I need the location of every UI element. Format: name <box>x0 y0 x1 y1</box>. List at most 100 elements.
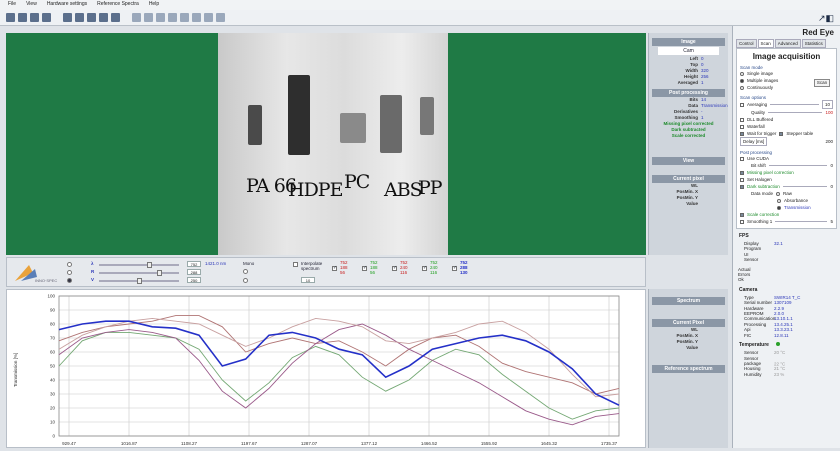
waterfall-row[interactable]: Waterfall <box>740 123 833 130</box>
r-value[interactable]: 288 <box>187 269 201 275</box>
toolbar-close-icon[interactable] <box>204 13 213 22</box>
menu-reference-spectra[interactable]: Reference Spectra <box>97 1 139 7</box>
smoothing-value[interactable]: 5 <box>830 219 833 224</box>
view-header[interactable]: View <box>652 157 725 165</box>
band-checkbox-1[interactable] <box>332 265 337 271</box>
radio-band-3[interactable] <box>67 278 72 283</box>
lambda-slider[interactable] <box>99 264 179 266</box>
band-checkbox-2[interactable] <box>362 265 367 271</box>
scale-correction-row[interactable]: Scale correction <box>740 211 833 218</box>
toolbar-zoom-in-icon[interactable] <box>132 13 141 22</box>
toolbar-crop-icon[interactable] <box>192 13 201 22</box>
image-mode[interactable]: Cam <box>658 47 719 55</box>
toolbar-copy-icon[interactable] <box>63 13 72 22</box>
toolbar-zoom-fit-icon[interactable] <box>156 13 165 22</box>
spectrum-chart[interactable]: Transmission [%] 100 90 80 70 60 50 40 30 20 10 0 9… <box>6 289 646 448</box>
interpolate-checkbox[interactable] <box>293 262 298 267</box>
dark-slider[interactable] <box>782 186 828 187</box>
dark-subtraction-row[interactable]: Dark subtraction 0 <box>740 183 833 190</box>
radio-mono[interactable] <box>243 269 248 274</box>
tab-advanced[interactable]: Advanced <box>774 39 801 48</box>
averaging-row[interactable]: Averaging 10 <box>740 100 833 109</box>
cuda-row[interactable]: Use CUDA <box>740 155 833 162</box>
menu-help[interactable]: Help <box>148 1 160 7</box>
quality-value[interactable]: 100 <box>825 110 833 115</box>
toolbar-open-icon[interactable] <box>18 13 27 22</box>
stepper-checkbox-icon[interactable] <box>779 131 784 136</box>
toolbar-separator <box>54 13 60 22</box>
spectrum-header[interactable]: Spectrum <box>652 297 725 305</box>
actual-list: Actual Errors Ok <box>736 267 837 283</box>
menu-view[interactable]: View <box>26 1 37 7</box>
averaging-value[interactable]: 10 <box>821 100 833 109</box>
toolbar-zoom-out-icon[interactable] <box>144 13 153 22</box>
delay-value[interactable]: 200 <box>825 139 833 144</box>
toolbar-open-cube-icon[interactable] <box>30 13 39 22</box>
radio-band-2[interactable] <box>67 270 72 275</box>
bit-shift-row[interactable]: Bit shift 0 <box>751 163 833 168</box>
data-mode-transmission[interactable]: Transmission <box>740 204 833 211</box>
halogen-row[interactable]: Set Halogen <box>740 176 833 183</box>
smoothing-slider[interactable] <box>775 221 828 222</box>
quality-slider[interactable] <box>768 112 823 113</box>
tab-scan[interactable]: Scan <box>757 39 774 48</box>
post-processing-label: Post processing <box>740 150 773 155</box>
sample-abs <box>380 95 402 153</box>
trigger-row[interactable]: Wait for trigger Stepper table <box>740 130 833 137</box>
image-viewer[interactable]: PA 66 HDPE PC ABS PP <box>6 33 646 255</box>
toolbar-select-icon[interactable] <box>180 13 189 22</box>
toolbar-save-icon[interactable] <box>6 13 15 22</box>
r-slider-knob[interactable] <box>157 270 162 276</box>
pin-panel-icon[interactable]: ↗◧ <box>817 13 834 23</box>
spectrum-series-line <box>58 315 620 395</box>
scan-mode-multiple[interactable]: Multiple images <box>740 77 833 84</box>
dll-buffered-row[interactable]: DLL Buffered <box>740 116 833 123</box>
y-tick-label: 70 <box>50 336 56 341</box>
band-checkbox-4[interactable] <box>422 265 427 271</box>
bit-shift-value[interactable]: 0 <box>830 163 833 168</box>
scan-mode-single[interactable]: Single image <box>740 70 833 77</box>
scan-mode-continuous[interactable]: Continuously <box>740 84 833 91</box>
label-hdpe: HDPE <box>288 179 343 201</box>
band-triple-2: 752 188 56 <box>370 260 378 275</box>
delay-row[interactable]: Delay [ms] 200 <box>740 137 833 146</box>
radio-icon[interactable] <box>776 191 781 196</box>
toolbar-pan-icon[interactable] <box>168 13 177 22</box>
v-slider-knob[interactable] <box>137 278 142 284</box>
r-label: R <box>91 269 95 274</box>
averaging-slider[interactable] <box>770 104 819 105</box>
toolbar-image-icon[interactable] <box>111 13 120 22</box>
lambda-value[interactable]: 752 <box>187 261 201 267</box>
menu-bar: File View Hardware settings Reference Sp… <box>0 0 840 10</box>
x-tick-label: 1555.92 <box>481 441 498 446</box>
toolbar-camera-icon[interactable] <box>75 13 84 22</box>
dark-value[interactable]: 0 <box>830 184 833 189</box>
band-checkbox-3[interactable] <box>392 265 397 271</box>
reference-spectrum-header[interactable]: Reference spectrum <box>652 365 725 373</box>
toolbar-crosshair-icon[interactable] <box>216 13 225 22</box>
fps-row: UI <box>744 251 749 257</box>
toolbar-export-icon[interactable] <box>42 13 51 22</box>
kv-row: WL <box>691 327 698 332</box>
lambda-slider-knob[interactable] <box>147 262 152 268</box>
kv-row: PosMin. X <box>676 189 698 194</box>
missing-pixel-row[interactable]: Missing pixel correction <box>740 169 833 176</box>
band-checkbox-5[interactable] <box>452 265 457 271</box>
menu-hardware-settings[interactable]: Hardware settings <box>46 1 88 7</box>
tab-control[interactable]: Control <box>736 39 757 48</box>
quality-row[interactable]: Quality 100 <box>751 110 833 115</box>
toolbar-play-icon[interactable] <box>87 13 96 22</box>
v-value[interactable]: 250 <box>187 277 201 283</box>
tab-statistics[interactable]: Statistics <box>801 39 826 48</box>
kv-row: WL <box>691 183 698 188</box>
interpolate-value[interactable]: 10 <box>301 277 315 283</box>
bit-shift-slider[interactable] <box>768 165 828 166</box>
radio-band-1[interactable] <box>67 262 72 267</box>
data-mode-absorbance[interactable]: Absorbance <box>740 197 833 204</box>
menu-file[interactable]: File <box>8 1 17 7</box>
scan-button[interactable]: Scan <box>814 79 830 87</box>
toolbar-stop-icon[interactable] <box>99 13 108 22</box>
radio-rgb[interactable] <box>243 278 248 283</box>
r-slider[interactable] <box>99 272 179 274</box>
